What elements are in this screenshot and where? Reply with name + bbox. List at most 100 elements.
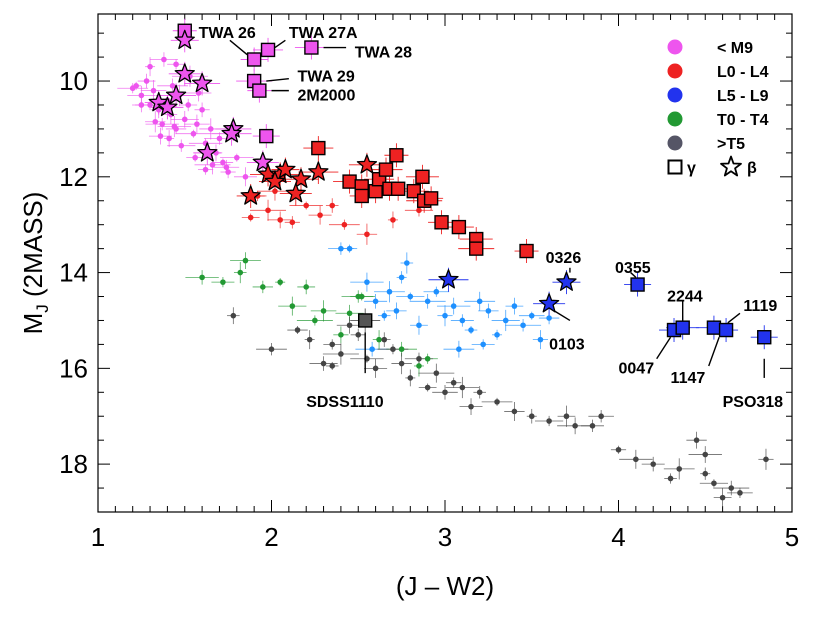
legend-swatch (667, 111, 683, 127)
data-point (398, 346, 405, 352)
data-point (169, 83, 176, 89)
data-point (528, 413, 535, 420)
beta-marker (157, 96, 178, 117)
data-point (598, 413, 604, 420)
beta-marker (174, 63, 195, 83)
data-point (450, 303, 457, 309)
data-point (166, 135, 172, 142)
data-point (407, 293, 414, 300)
data-point (294, 327, 301, 333)
beta-marker (556, 271, 577, 291)
x-tick-label: 2 (264, 522, 278, 552)
data-point (468, 327, 474, 333)
data-point (277, 217, 283, 223)
data-point (416, 207, 422, 214)
data-point (207, 126, 214, 132)
data-point (546, 315, 552, 321)
data-point (476, 298, 483, 305)
data-point (260, 284, 266, 290)
gamma-marker (259, 128, 274, 144)
data-point (157, 133, 164, 139)
annotation-label: TWA 29 (298, 68, 355, 85)
gamma-marker (423, 191, 439, 206)
data-point (381, 312, 388, 319)
data-point (289, 303, 296, 309)
data-point (468, 403, 474, 410)
data-point (416, 322, 422, 329)
data-point (202, 166, 209, 173)
gamma-marker (252, 83, 267, 98)
legend-gamma-label: γ (687, 160, 696, 177)
data-point (268, 346, 275, 352)
gamma-marker (311, 140, 326, 156)
data-point (152, 118, 159, 125)
x-tick-label: 3 (438, 522, 452, 552)
data-point (306, 336, 313, 343)
y-axis-title-sub: J (33, 304, 52, 313)
beta-marker (240, 185, 261, 205)
data-point (433, 370, 440, 376)
data-point (277, 279, 283, 285)
data-point (178, 142, 185, 149)
data-point (494, 332, 500, 338)
y-axis-title-rest: (2MASS) (18, 192, 48, 305)
data-point (150, 87, 157, 94)
data-point (537, 336, 544, 343)
data-point (763, 456, 769, 463)
gamma-marker (354, 188, 369, 204)
data-point (129, 85, 136, 92)
data-point (329, 202, 336, 209)
data-point (386, 288, 393, 295)
data-point (476, 389, 483, 396)
data-point (511, 408, 518, 415)
data-point (511, 303, 518, 309)
data-point (633, 456, 639, 463)
annotation-leader (266, 77, 289, 82)
data-point (265, 207, 271, 214)
beta-marker (275, 158, 296, 179)
data-point (494, 399, 500, 405)
gamma-marker (757, 330, 772, 345)
beta-marker (356, 154, 378, 174)
annotation-leader (553, 310, 571, 322)
y-tick-label: 14 (59, 258, 88, 288)
legend-label: T0 - T4 (717, 112, 769, 129)
data-point (220, 159, 226, 166)
data-point (138, 102, 145, 108)
gamma-marker (389, 148, 404, 163)
data-point (398, 360, 405, 367)
data-point (572, 423, 578, 429)
data-point (173, 61, 179, 68)
annotation-leader (727, 312, 741, 324)
gamma-marker (390, 181, 406, 196)
annotation-leader (656, 336, 672, 360)
y-axis-title: MJ (2MASS) (18, 192, 52, 335)
data-point (424, 298, 431, 305)
data-point (442, 312, 448, 319)
data-point (209, 162, 216, 168)
legend-swatch (667, 87, 683, 103)
data-point (404, 260, 410, 266)
gamma-marker (260, 42, 276, 58)
data-point (416, 355, 422, 362)
legend-swatch (667, 63, 683, 79)
data-point (459, 317, 466, 324)
beta-marker (438, 269, 459, 289)
data-point (381, 336, 388, 343)
gamma-marker (675, 320, 690, 335)
data-point (303, 202, 310, 209)
data-point (372, 365, 379, 372)
beta-marker (285, 182, 306, 203)
data-point (346, 245, 353, 252)
legend-label: < M9 (717, 40, 753, 57)
annotation-label: 1119 (743, 298, 777, 315)
data-point (416, 363, 422, 369)
gamma-marker (706, 320, 722, 335)
data-point (719, 494, 726, 501)
annotation-label: 1147 (671, 370, 706, 387)
y-tick-label: 18 (59, 449, 88, 479)
data-point (138, 92, 145, 99)
data-point (171, 123, 178, 130)
beta-marker (148, 91, 169, 112)
